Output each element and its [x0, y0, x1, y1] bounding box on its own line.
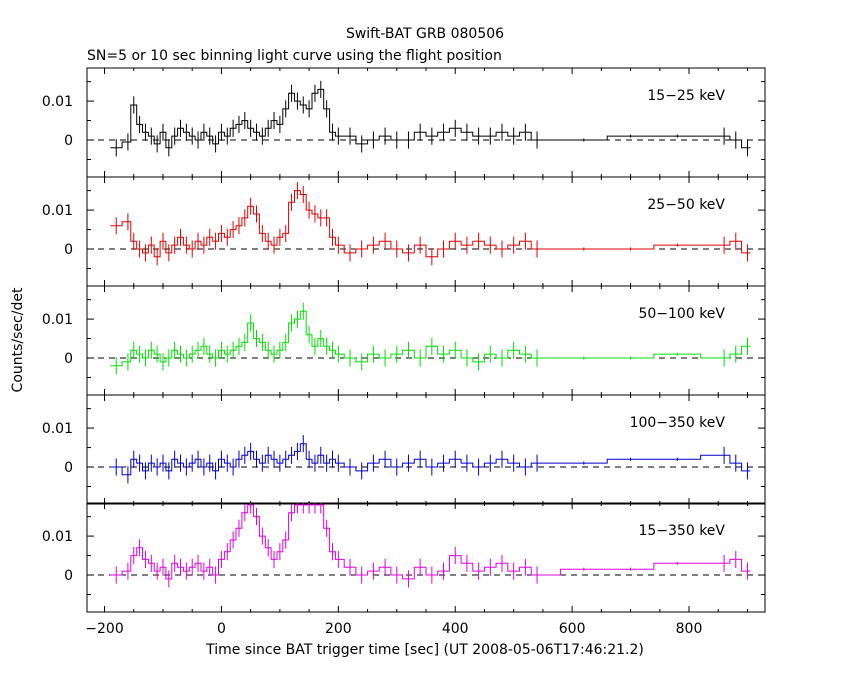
- x-tick-label: 0: [217, 621, 226, 637]
- y-tick-label: 0: [64, 242, 73, 258]
- band-label: 100−350 keV: [630, 415, 726, 431]
- x-tick-label: 400: [442, 621, 469, 637]
- y-tick-label: 0: [64, 133, 73, 149]
- band-label: 15−25 keV: [647, 88, 725, 104]
- panel-frame: [86, 285, 766, 396]
- y-tick-label: 0.01: [42, 421, 73, 437]
- chart-title: Swift-BAT GRB 080506: [346, 26, 504, 42]
- panel-frame: [86, 67, 766, 178]
- band-label: 50−100 keV: [638, 306, 725, 322]
- x-tick-label: −200: [85, 621, 123, 637]
- y-axis-label: Counts/sec/det: [10, 287, 26, 392]
- x-tick-label: 800: [676, 621, 703, 637]
- panel-frame: [86, 394, 766, 505]
- series-line: [110, 504, 751, 580]
- x-axis-label: Time since BAT trigger time [sec] (UT 20…: [205, 642, 644, 658]
- x-tick-label: 600: [559, 621, 586, 637]
- y-tick-label: 0.01: [42, 312, 73, 328]
- x-tick-label: 200: [325, 621, 352, 637]
- panels-group: 0 0.01 15−25 keV 0 0.01 25−50 keV 0 0.01 50−100 …: [42, 67, 766, 637]
- panel-frame: [86, 176, 766, 287]
- band-label: 25−50 keV: [647, 197, 725, 213]
- series-line: [110, 443, 751, 476]
- y-tick-label: 0: [64, 460, 73, 476]
- band-label: 15−350 keV: [638, 523, 725, 539]
- chart-subtitle: SN=5 or 10 sec binning light curve using…: [87, 48, 502, 64]
- y-tick-label: 0.01: [42, 94, 73, 110]
- series-line: [110, 88, 751, 149]
- series-line: [110, 310, 751, 367]
- y-tick-label: 0: [64, 351, 73, 367]
- y-tick-label: 0.01: [42, 529, 73, 545]
- panel-frame: [86, 502, 766, 613]
- y-tick-label: 0: [64, 568, 73, 584]
- y-tick-label: 0.01: [42, 203, 73, 219]
